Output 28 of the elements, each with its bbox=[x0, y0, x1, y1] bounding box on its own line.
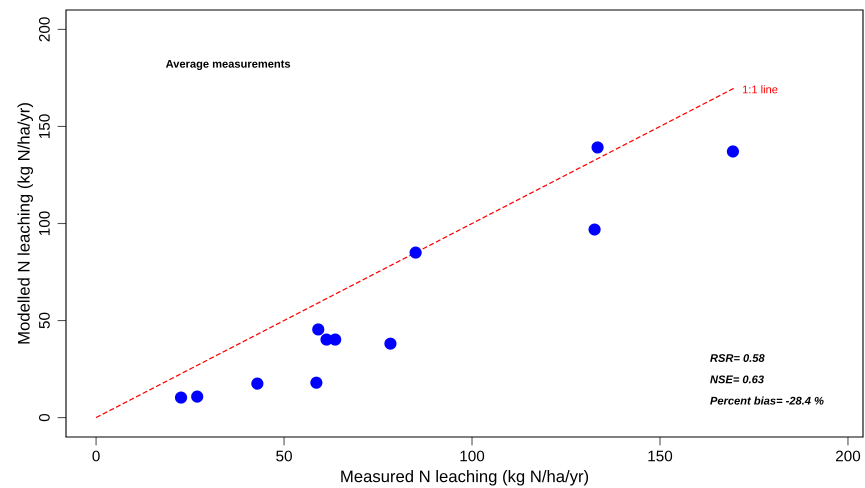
point bbox=[191, 390, 204, 403]
annotation: NSE= 0.63 bbox=[710, 375, 764, 384]
x-tick-label: 50 bbox=[276, 450, 292, 462]
annotation: Percent bias= -28.4 % bbox=[710, 396, 824, 405]
point bbox=[251, 378, 264, 390]
point bbox=[726, 145, 739, 158]
point bbox=[588, 223, 601, 236]
x-tick-label: 200 bbox=[836, 450, 860, 462]
y-tick-label: 0 bbox=[38, 414, 50, 422]
annotation: 1:1 line bbox=[742, 85, 778, 94]
x-tick-label: 150 bbox=[648, 450, 672, 462]
point bbox=[312, 323, 324, 336]
y-tick-label: 50 bbox=[38, 312, 50, 328]
annotation: Average measurements bbox=[166, 60, 290, 70]
x-tick-label: 0 bbox=[92, 450, 100, 462]
point bbox=[174, 392, 188, 404]
point bbox=[592, 141, 604, 154]
point bbox=[329, 333, 342, 346]
y-tick-label: 150 bbox=[38, 114, 50, 138]
point bbox=[384, 338, 397, 350]
y-tick-label: 200 bbox=[38, 17, 50, 42]
point bbox=[310, 376, 322, 389]
x-axis-title: Measured N leaching (kg N/ha/yr) bbox=[341, 470, 588, 486]
x-tick-label: 100 bbox=[460, 450, 484, 462]
y-axis-title: Modelled N leaching (kg N/ha/yr) bbox=[17, 103, 34, 344]
point bbox=[410, 246, 422, 259]
y-tick-label: 100 bbox=[38, 211, 50, 236]
annotation: RSR= 0.58 bbox=[710, 354, 765, 362]
